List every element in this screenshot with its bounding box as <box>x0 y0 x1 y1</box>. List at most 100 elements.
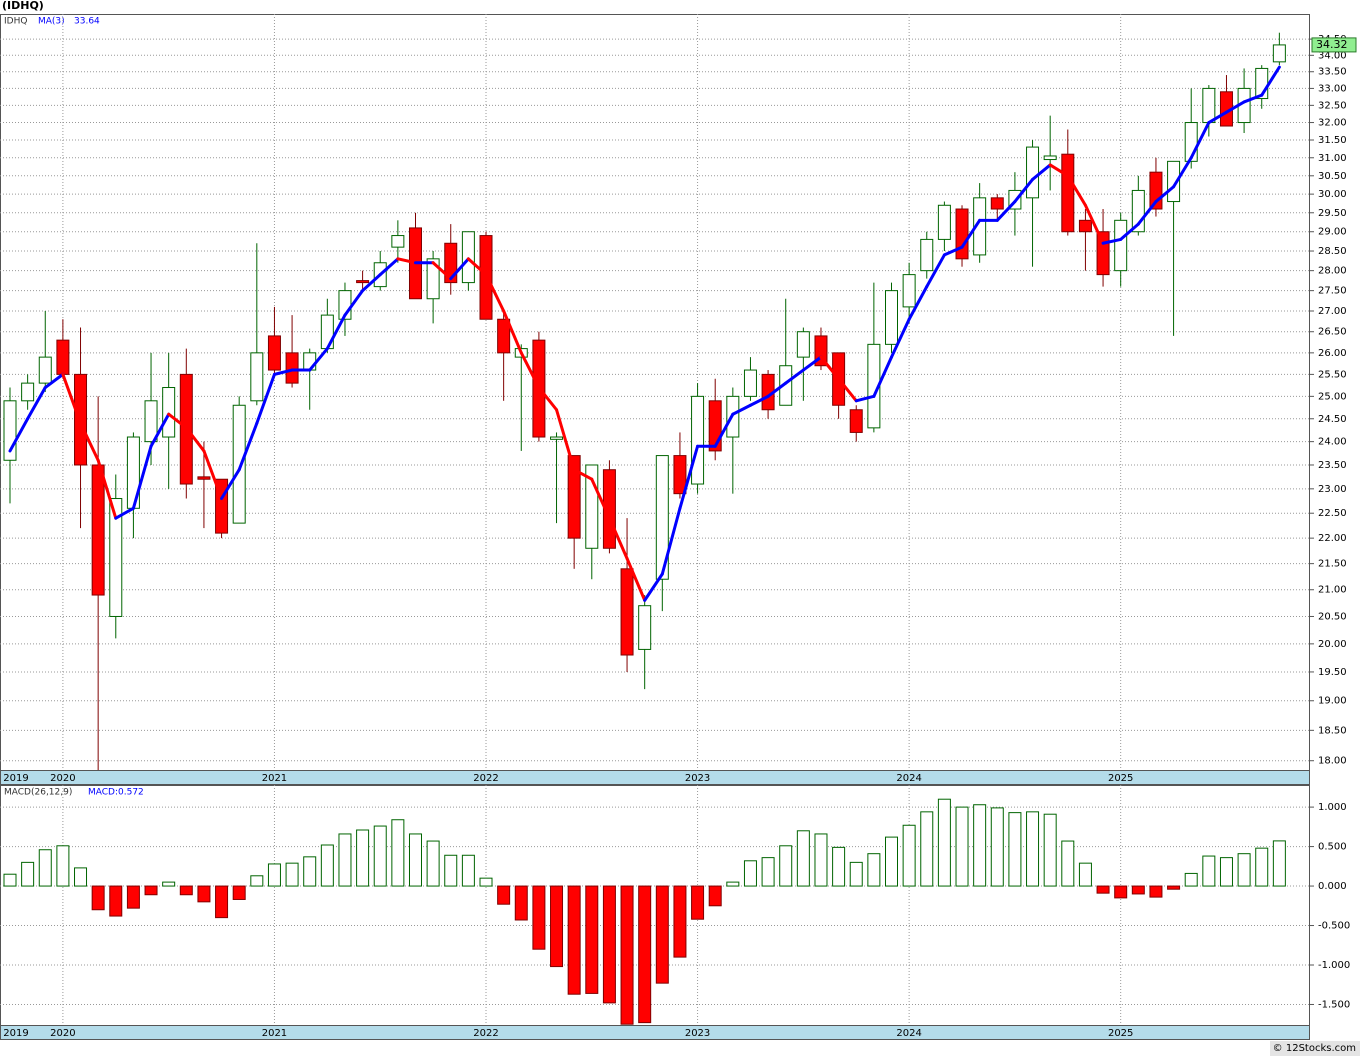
ma-segment <box>713 412 735 448</box>
macd-bar <box>655 885 669 984</box>
ma-segment <box>890 317 911 359</box>
macd-bar <box>1026 811 1040 887</box>
ma-segment <box>255 372 276 425</box>
macd-bar <box>144 885 158 896</box>
candle-body <box>461 231 475 284</box>
macd-bar <box>514 885 528 921</box>
legend-symbol: IDHQ <box>4 17 27 27</box>
macd-bar <box>1272 840 1286 887</box>
candle-body <box>356 280 370 284</box>
candle-body <box>109 498 123 617</box>
ma-segment <box>325 313 347 351</box>
macd-bar <box>1184 872 1198 887</box>
candle-body <box>691 395 705 485</box>
macd-bar <box>1008 812 1022 887</box>
macd-bar <box>1061 840 1075 887</box>
y-tick-label: 27.50 <box>1318 286 1347 297</box>
macd-bar <box>920 811 934 887</box>
candle-body <box>38 356 52 384</box>
x-tick-label: 2025 <box>1108 773 1133 784</box>
ma-segment <box>1207 110 1228 125</box>
macd-bar <box>320 844 334 887</box>
x-tick-label: 2019 <box>3 1028 28 1039</box>
ma-segment <box>678 444 700 510</box>
macd-bar <box>267 863 281 887</box>
candle-body <box>920 238 934 272</box>
x-tick-label: 2019 <box>3 773 28 784</box>
ma-segment <box>660 506 682 576</box>
candle-body <box>620 568 634 656</box>
candle-body <box>1272 44 1286 63</box>
candle-body <box>56 339 70 375</box>
candle-body <box>655 455 669 580</box>
ma-segment <box>555 408 576 472</box>
macd-bar <box>1149 885 1163 898</box>
candle-body <box>1096 231 1110 276</box>
x-tick-label: 2025 <box>1108 1028 1133 1039</box>
ma-segment <box>925 253 946 289</box>
y-tick-label: 31.00 <box>1318 153 1347 164</box>
ma-segment <box>590 477 611 520</box>
plot-area <box>3 798 1286 1025</box>
x-tick-label: 2024 <box>896 773 921 784</box>
macd-bar <box>1096 885 1110 894</box>
y-tick-label: 18.00 <box>1318 756 1347 767</box>
ma-segment <box>202 449 224 501</box>
y-tick-label: 32.50 <box>1318 100 1347 111</box>
macd-bar <box>56 845 70 887</box>
macd-bar <box>885 836 898 887</box>
ma-segment <box>537 386 559 412</box>
macd-bar <box>215 885 229 919</box>
candle-body <box>144 400 158 443</box>
ma-segment <box>131 444 153 510</box>
macd-bar <box>373 825 387 887</box>
y-tick-label: 29.00 <box>1318 227 1347 238</box>
ma-segment <box>819 355 841 381</box>
ma-segment <box>872 355 893 398</box>
macd-bar <box>197 885 211 903</box>
macd-bar <box>902 824 916 887</box>
candle-body <box>391 235 405 248</box>
macd-bar <box>38 849 52 887</box>
ma-segment <box>343 289 365 317</box>
candle-body <box>885 290 898 345</box>
macd-bar <box>21 861 35 887</box>
ma-segment <box>308 347 329 372</box>
y-tick-label: 0.500 <box>1318 842 1347 853</box>
candle-body <box>250 352 264 402</box>
y-tick-label: 23.00 <box>1318 484 1347 495</box>
ma-segment <box>907 285 929 321</box>
legend-ma: MA(3) <box>38 17 65 27</box>
legend-ma-value: 33.64 <box>74 17 100 27</box>
y-tick-label: 1.000 <box>1318 802 1347 813</box>
x-tick-label: 2022 <box>473 773 498 784</box>
y-tick-label: -1.500 <box>1318 999 1350 1010</box>
ma-segment <box>96 458 118 520</box>
candle-body <box>285 352 299 384</box>
macd-bar <box>426 840 440 887</box>
macd-bar <box>867 853 881 887</box>
macd-bar <box>814 833 828 887</box>
macd-bar <box>1078 862 1092 887</box>
x-tick-label: 2020 <box>50 1028 75 1039</box>
macd-bar <box>1202 855 1216 887</box>
candle-body <box>990 197 1004 210</box>
candle-body <box>444 242 458 284</box>
macd-bar <box>638 885 652 1024</box>
ma-segment <box>114 506 135 520</box>
y-tick-label: 30.00 <box>1318 189 1347 200</box>
ma-segment <box>766 381 788 398</box>
ma-segment <box>272 368 294 376</box>
legend-macd-value: MACD:0.572 <box>88 788 144 798</box>
ma-segment <box>1048 163 1070 178</box>
macd-bar <box>796 830 810 887</box>
candle-body <box>937 204 951 240</box>
y-tick-label: 27.00 <box>1318 306 1347 317</box>
ma-segment <box>1260 65 1281 97</box>
candle-body <box>1114 219 1128 272</box>
ma-segment <box>748 394 770 407</box>
ma-segment <box>449 257 470 281</box>
candle-body <box>21 382 35 402</box>
ma-segment <box>1154 185 1176 204</box>
footer-bg <box>1270 1041 1360 1056</box>
